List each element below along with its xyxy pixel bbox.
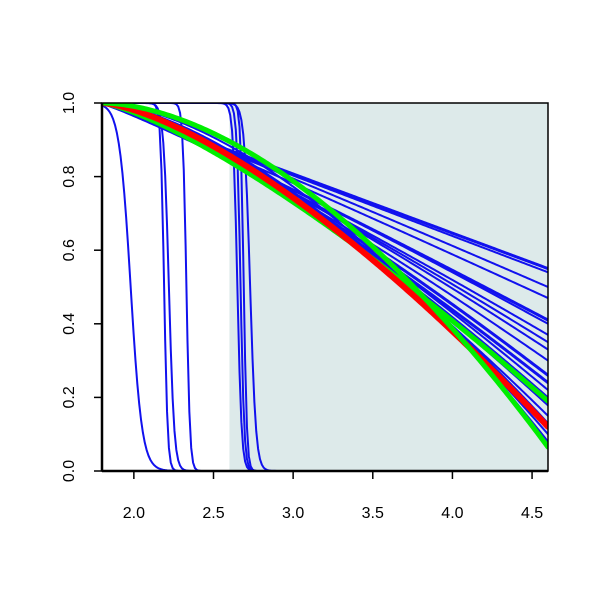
x-tick-label-6: 4.5	[521, 505, 543, 522]
y-tick-label-1: 0.0	[61, 460, 78, 482]
y-axis-ticks: 0.0 0.2 0.4 0.6 0.8 1.0	[61, 92, 102, 482]
x-axis-ticks: 2.0 2.5 3.0 3.5 4.0 4.5	[123, 471, 543, 522]
plot-area	[102, 103, 548, 471]
y-tick-label-2: 0.2	[61, 386, 78, 408]
y-tick-label-5: 0.8	[61, 165, 78, 187]
green-series-line-30	[102, 103, 548, 450]
y-tick-label-6: 1.0	[61, 92, 78, 114]
x-tick-label-1: 2.0	[123, 505, 145, 522]
x-tick-label-4: 3.5	[362, 505, 384, 522]
y-tick-label-4: 0.6	[61, 239, 78, 261]
x-tick-label-2: 2.5	[202, 505, 224, 522]
series-group	[102, 103, 548, 471]
x-tick-label-3: 3.0	[282, 505, 304, 522]
x-tick-label-5: 4.0	[441, 505, 463, 522]
blue-series-line-3	[102, 103, 548, 471]
y-tick-label-3: 0.4	[61, 313, 78, 335]
blue-series-line-4	[102, 103, 548, 471]
shaded-region	[229, 103, 548, 471]
